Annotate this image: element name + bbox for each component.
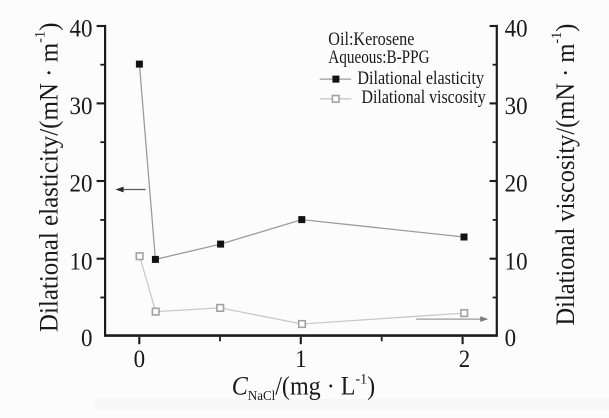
svg-text:Aqueous:B-PPG: Aqueous:B-PPG <box>328 46 429 67</box>
svg-text:40: 40 <box>70 15 93 43</box>
svg-text:20: 20 <box>70 170 93 198</box>
svg-text:20: 20 <box>505 170 528 198</box>
svg-text:0: 0 <box>134 345 145 373</box>
svg-text:10: 10 <box>505 247 528 275</box>
svg-text:2: 2 <box>459 345 470 373</box>
svg-text:Dilational elasticity/(mN · m-: Dilational elasticity/(mN · m-1) <box>32 23 63 333</box>
svg-text:Dilational viscosity: Dilational viscosity <box>362 86 486 108</box>
svg-text:30: 30 <box>505 92 528 120</box>
svg-text:30: 30 <box>70 92 93 120</box>
svg-text:Oil:Kerosene: Oil:Kerosene <box>328 28 414 50</box>
svg-text:40: 40 <box>505 15 528 43</box>
svg-text:10: 10 <box>70 247 93 275</box>
svg-text:0: 0 <box>81 324 92 352</box>
svg-text:1: 1 <box>295 345 306 373</box>
svg-text:Dilational viscosity/(mN · m-1: Dilational viscosity/(mN · m-1) <box>549 24 581 326</box>
svg-text:0: 0 <box>505 324 516 352</box>
svg-text:Dilational elasticity: Dilational elasticity <box>357 67 484 89</box>
svg-text:CNaCl/(mg · L-1): CNaCl/(mg · L-1) <box>232 371 375 403</box>
